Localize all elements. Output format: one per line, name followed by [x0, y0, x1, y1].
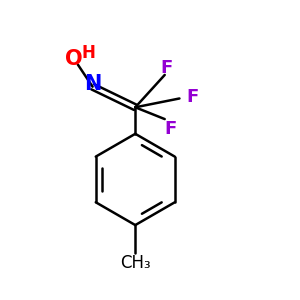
Text: H: H: [81, 44, 95, 62]
Text: F: F: [187, 88, 199, 106]
Text: CH₃: CH₃: [120, 254, 151, 272]
Text: F: F: [160, 59, 172, 77]
Text: O: O: [64, 49, 82, 69]
Text: F: F: [164, 120, 177, 138]
Text: N: N: [84, 74, 101, 94]
